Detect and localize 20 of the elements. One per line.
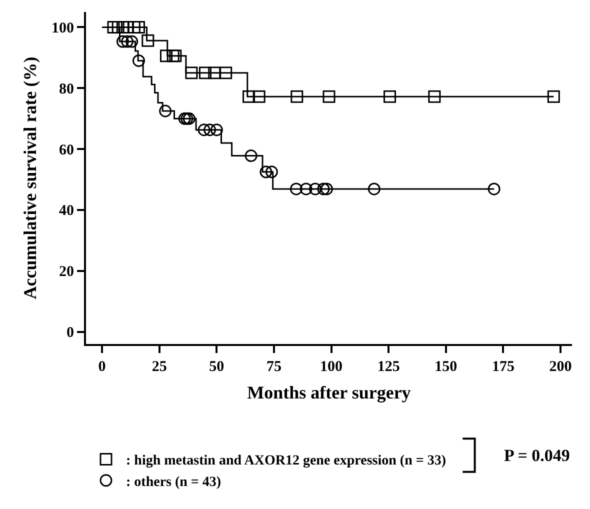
legend-label: : high metastin and AXOR12 gene expression (n = 33) bbox=[126, 454, 446, 469]
x-tick-label: 150 bbox=[434, 359, 458, 375]
x-tick-label: 200 bbox=[549, 359, 572, 375]
x-tick-label: 0 bbox=[98, 359, 106, 375]
x-tick-label: 50 bbox=[209, 359, 224, 375]
y-tick-label: 60 bbox=[59, 142, 74, 158]
x-tick-label: 125 bbox=[377, 359, 400, 375]
y-tick-label: 20 bbox=[59, 264, 74, 280]
y-tick-label: 0 bbox=[66, 325, 74, 342]
y-axis-title: Accumulative survival rate (%) bbox=[20, 56, 40, 300]
x-axis-title: Months after surgery bbox=[247, 382, 411, 403]
text: P = 0.049 bbox=[504, 446, 570, 465]
x-tick-label: 175 bbox=[492, 359, 514, 375]
legend-label: : others (n = 43) bbox=[126, 474, 222, 490]
x-tick-label: 25 bbox=[152, 359, 167, 375]
x-tick-label: 100 bbox=[320, 359, 343, 375]
y-tick-label: 100 bbox=[52, 20, 74, 36]
x-tick-label: 75 bbox=[266, 359, 282, 375]
y-tick-label: 80 bbox=[59, 81, 74, 98]
y-tick-label: 40 bbox=[59, 203, 74, 220]
